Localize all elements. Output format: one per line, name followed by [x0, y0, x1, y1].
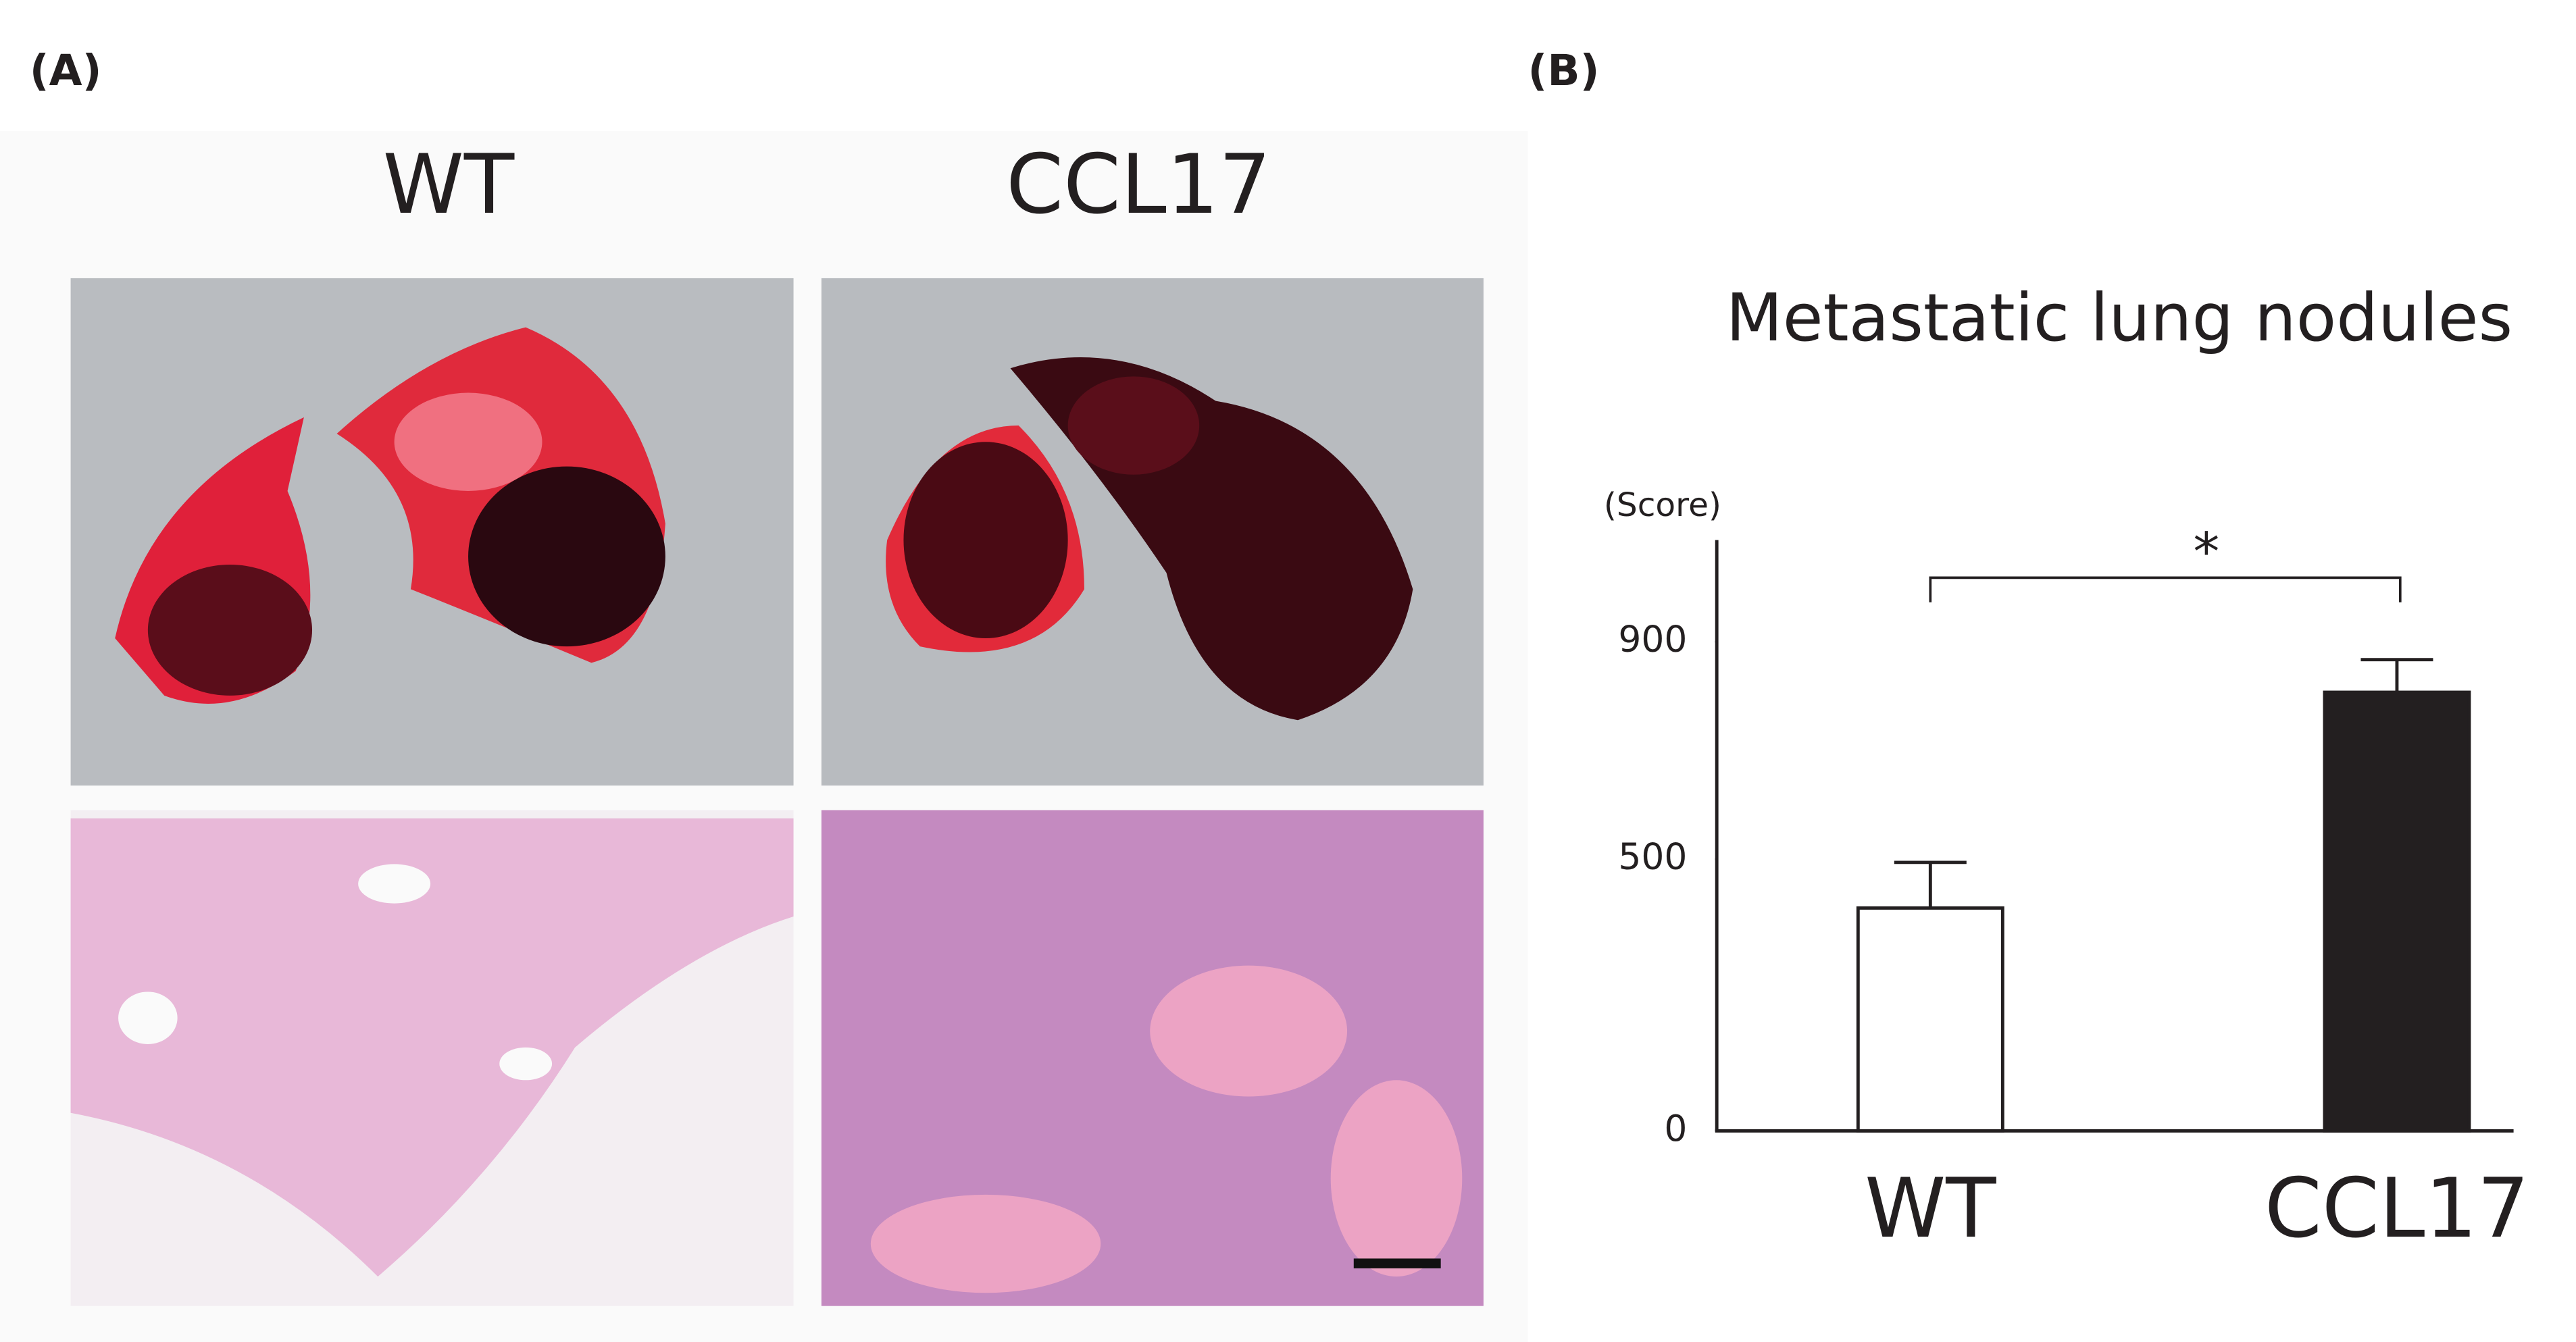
photo [70, 278, 794, 786]
y-axis-label: (Score) [1604, 486, 1721, 524]
y-tick-label: 900 [1618, 618, 1687, 661]
histology-image [821, 810, 1484, 1306]
significance-label: * [2193, 521, 2219, 582]
x-tick-label: CCL17 [2265, 1160, 2529, 1256]
bar [1856, 906, 2004, 1133]
photo [821, 278, 1484, 786]
column-title: CCL17 [1006, 136, 1271, 232]
bar [2323, 690, 2471, 1133]
chart-title: Metastatic lung nodules [1726, 280, 2512, 356]
panel-label: (A) [30, 45, 102, 95]
panel-label: (B) [1528, 45, 1600, 95]
y-tick-label: 500 [1618, 835, 1687, 878]
column-title: WT [383, 136, 515, 232]
significance-bracket [1929, 576, 2402, 602]
histology-image [70, 810, 794, 1306]
y-tick-label: 0 [1664, 1107, 1687, 1150]
x-tick-label: WT [1865, 1160, 1996, 1256]
